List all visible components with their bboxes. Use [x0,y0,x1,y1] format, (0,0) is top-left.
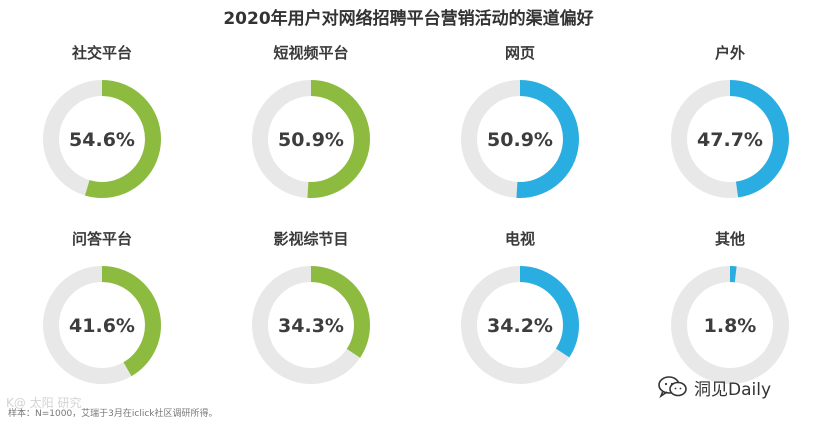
donut-chart: 1.8% [671,266,789,384]
donut-chart: 50.9% [461,80,579,198]
donut-cell: 短视频平台 50.9% [231,42,391,207]
donut-arc [252,80,370,198]
donut-label: 短视频平台 [273,44,349,62]
donut-arc [252,266,370,384]
donut-value-label: 34.2% [487,315,553,337]
watermark-right: 洞见Daily [658,373,771,401]
chart-title: 2020年用户对网络招聘平台营销活动的渠道偏好 [223,9,594,29]
donut-label: 网页 [504,44,535,62]
donut-label: 影视综节目 [273,230,349,248]
donut-cell: 其他 1.8% [650,228,810,393]
donut-value-label: 34.3% [278,315,344,337]
donut-chart: 47.7% [671,80,789,198]
donut-label: 社交平台 [71,44,132,62]
donut-chart: 34.3% [252,266,370,384]
donut-label: 其他 [714,230,745,248]
donut-cell: 电视 34.2% [440,228,600,393]
donut-arc [43,80,161,198]
donut-chart: 50.9% [252,80,370,198]
footnote: 样本：N=1000，艾瑞于3月在iclick社区调研所得。 [8,409,218,419]
donut-arc [671,80,789,198]
donut-value-label: 1.8% [704,315,757,337]
donut-chart: 41.6% [43,266,161,384]
donut-value-label: 54.6% [69,129,135,151]
donut-value-label: 50.9% [278,129,344,151]
donut-chart: 34.2% [461,266,579,384]
donut-cell: 社交平台 54.6% [22,42,182,207]
donut-cell: 网页 50.9% [440,42,600,207]
donut-value-label: 50.9% [487,129,553,151]
donut-arc [461,80,579,198]
donut-arc [671,266,789,384]
donut-label: 电视 [504,230,535,248]
donut-cell: 户外 47.7% [650,42,810,207]
donut-chart: 54.6% [43,80,161,198]
donut-arc [461,266,579,384]
watermark-left: K@ 太阳 研究 [6,396,82,410]
donut-label: 问答平台 [71,230,132,248]
wechat-icon [658,376,687,399]
watermark-brand-text: 洞见Daily [694,379,772,400]
donut-arc [43,266,161,384]
donut-label: 户外 [714,44,745,62]
donut-cell: 问答平台 41.6% [22,228,182,393]
donut-value-label: 41.6% [69,315,135,337]
donut-value-label: 47.7% [697,129,763,151]
donut-cell: 影视综节目 34.3% [231,228,391,393]
